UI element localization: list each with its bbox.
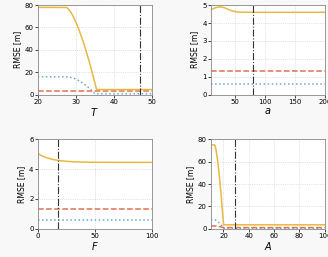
Y-axis label: RMSE [m]: RMSE [m] — [17, 166, 26, 203]
X-axis label: $A$: $A$ — [263, 240, 272, 252]
X-axis label: $T$: $T$ — [91, 106, 99, 118]
Y-axis label: RMSE [m]: RMSE [m] — [13, 31, 22, 68]
Y-axis label: RMSE [m]: RMSE [m] — [186, 166, 195, 203]
X-axis label: $a$: $a$ — [264, 106, 272, 116]
X-axis label: $F$: $F$ — [91, 240, 98, 252]
Y-axis label: RMSE [m]: RMSE [m] — [190, 31, 199, 68]
